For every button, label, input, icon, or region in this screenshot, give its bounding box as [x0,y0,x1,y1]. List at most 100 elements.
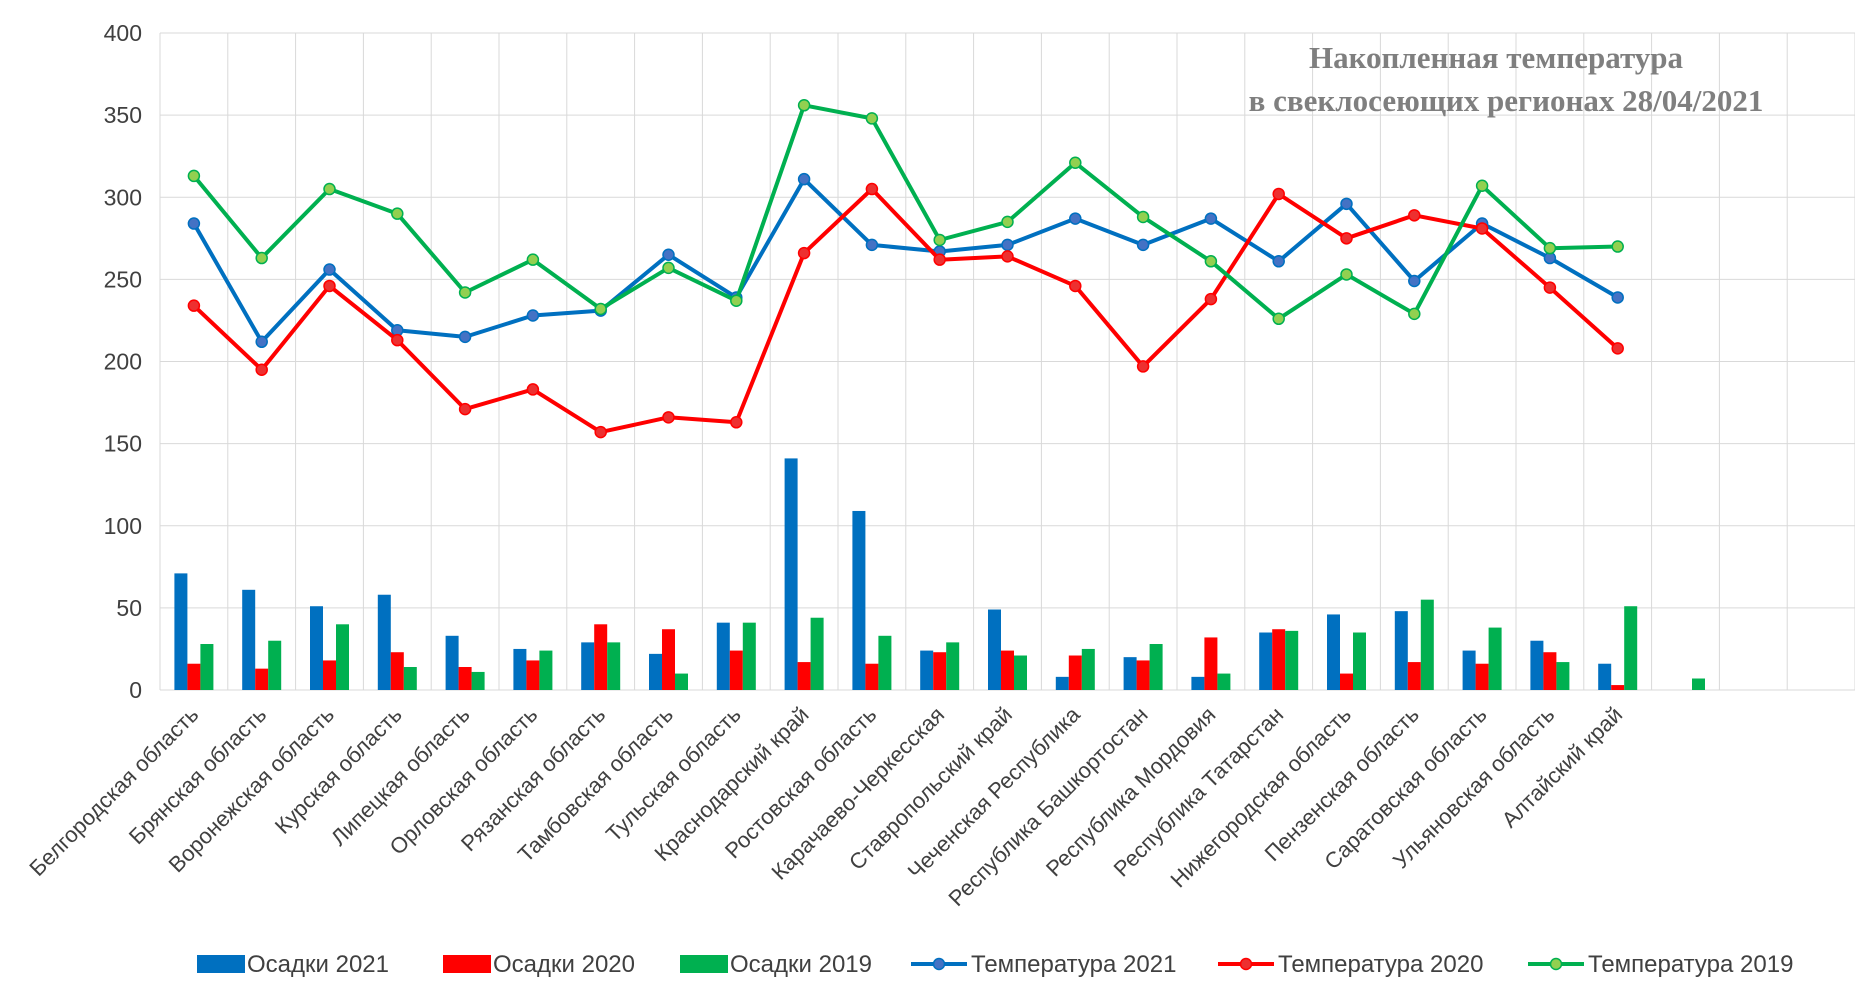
bar [1068,655,1082,690]
line-point [526,383,540,396]
line-point [1408,274,1421,288]
bar [933,652,947,690]
line-point [187,169,201,183]
bar [852,510,866,690]
lines [187,99,1624,439]
bar [1123,657,1137,690]
line-point [1340,232,1353,245]
bar [390,652,404,690]
series-line [192,177,1619,344]
legend-swatch [443,955,491,973]
bar [1259,632,1273,690]
bar [1081,648,1095,690]
line-point [323,263,336,276]
line-point [1204,212,1218,225]
bar [1191,676,1205,690]
line-point [797,99,811,112]
line-point [797,246,811,260]
bar [1340,673,1353,690]
y-tick-label: 200 [104,349,142,375]
line-point [594,302,607,316]
series-line [192,103,1618,321]
line-point [1069,156,1082,170]
bar [377,594,391,690]
legend: Осадки 2021 Осадки 2020 Осадки 2019 Темпера… [197,951,1793,978]
legend-label: Осадки 2020 [493,951,635,978]
line-point [1611,342,1624,355]
line-point [1340,197,1353,211]
bar [174,573,188,690]
y-tick-label: 300 [104,184,142,210]
bar [716,622,730,690]
line-point [1272,187,1285,201]
line-point [255,251,268,265]
bar [1556,662,1570,690]
bar [675,673,688,690]
y-tick-label: 250 [104,266,142,292]
line-point [1611,240,1624,253]
bar [1462,650,1476,690]
x-tick-label: Курская область [270,702,407,839]
bar [187,663,201,690]
bar [1272,629,1286,690]
line-point [865,182,879,196]
line-point [1204,255,1218,268]
legend-label: Температура 2021 [971,951,1176,978]
line-point [391,333,404,347]
bar [336,624,349,690]
bar [1488,627,1502,690]
line-point [391,207,404,220]
line-point [1001,215,1014,229]
line-point [458,330,472,344]
line-point [187,217,201,230]
bar [242,589,256,690]
bar [581,642,595,690]
line-point [187,299,201,312]
bar [1407,662,1421,690]
bar [1285,630,1299,690]
line-point [1204,292,1218,306]
line-point [1475,179,1489,193]
line-point [1543,281,1557,294]
bar [255,668,269,690]
y-tick-label: 400 [104,20,142,46]
line-point [323,279,336,293]
bar [594,624,608,690]
bar [1055,676,1069,690]
line-point [1340,268,1353,281]
bar [865,663,879,690]
bar [403,667,417,690]
bar [649,653,662,690]
line-point [933,253,946,266]
legend-label: Температура 2020 [1278,951,1483,978]
bar [878,635,892,690]
bar [200,644,214,690]
line-point [1069,212,1082,225]
x-tick-label: Алтайский край [1497,702,1628,833]
y-tick-label: 350 [104,102,142,128]
bar [458,667,472,690]
line-point [865,112,879,125]
bar [1217,673,1231,690]
line-point [594,425,607,439]
line-point [1475,222,1489,235]
line-point [933,233,946,247]
line-point [1069,279,1082,293]
bar [539,650,553,690]
legend-label: Осадки 2019 [730,951,872,978]
bars [174,458,1705,690]
bar [1149,644,1163,690]
bar [1014,655,1027,690]
bar [1475,663,1489,690]
bar [662,629,675,690]
line-point [323,182,336,196]
line-point [797,172,811,186]
line-point [662,261,675,275]
legend-label: Температура 2019 [1588,951,1793,978]
y-tick-label: 0 [129,677,142,703]
line-point [1272,255,1285,268]
y-tick-label: 100 [104,513,142,539]
bar [1204,637,1218,690]
